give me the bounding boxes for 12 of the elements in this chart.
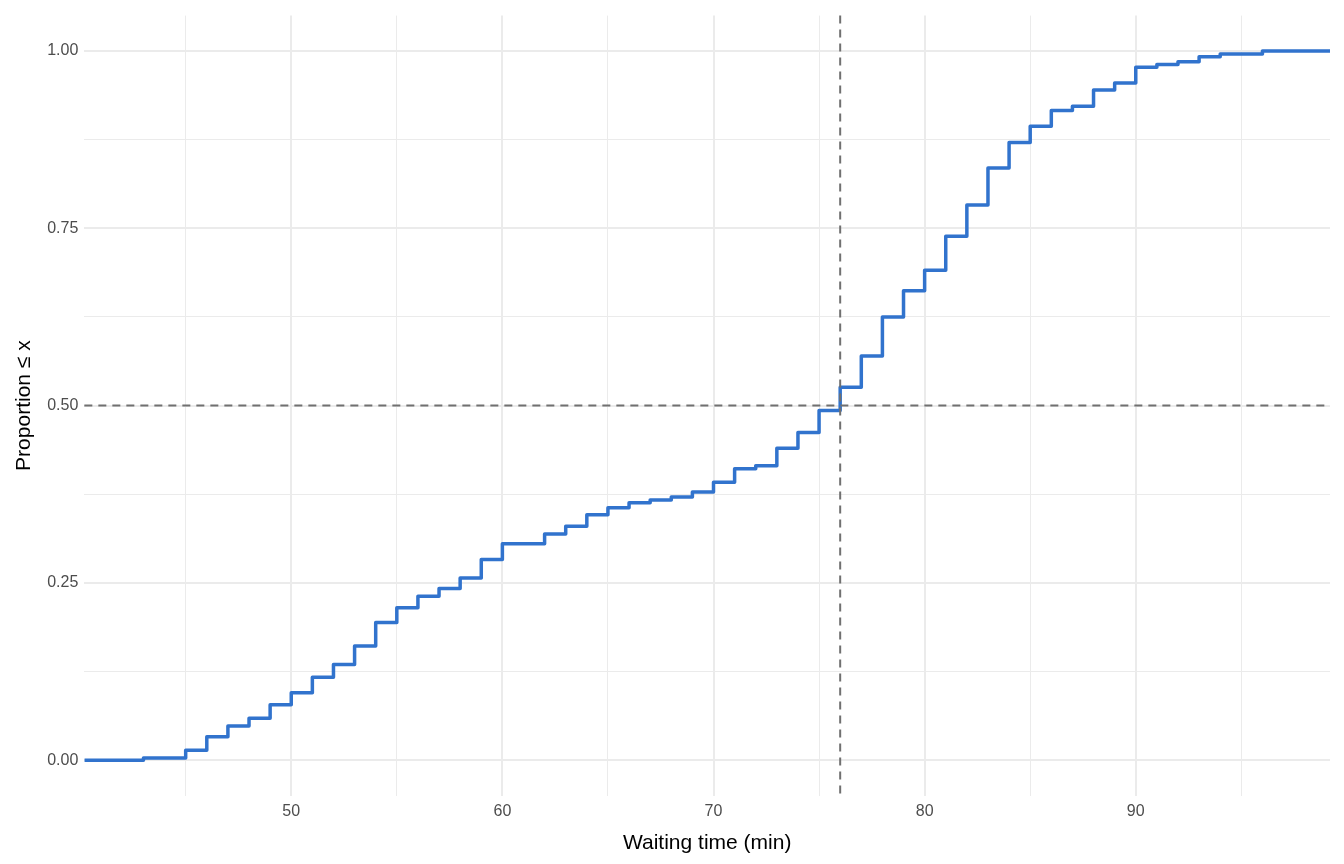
y-tick-label: 0.25 bbox=[47, 573, 79, 591]
x-tick-label: 80 bbox=[915, 801, 934, 819]
y-axis-title: Proportion ≤ x bbox=[11, 339, 35, 471]
x-tick-label: 70 bbox=[704, 801, 723, 819]
y-tick-label: 0.75 bbox=[47, 218, 79, 236]
x-tick-label: 60 bbox=[493, 801, 512, 819]
y-tick-label: 1.00 bbox=[47, 41, 79, 59]
y-tick-label: 0.50 bbox=[47, 396, 79, 414]
x-tick-label: 50 bbox=[282, 801, 301, 819]
x-axis-title: Waiting time (min) bbox=[622, 830, 792, 854]
x-tick-label: 90 bbox=[1126, 801, 1145, 819]
y-tick-label: 0.00 bbox=[47, 750, 79, 768]
